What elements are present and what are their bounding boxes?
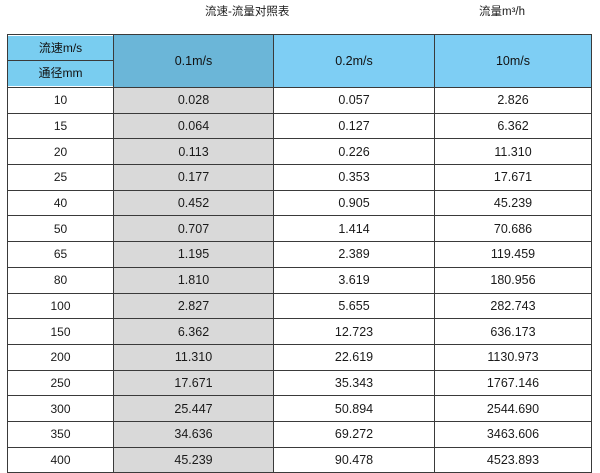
cell-flow-value: 17.671 (434, 164, 592, 191)
corner-header-diameter-label: 通径mm (8, 61, 113, 86)
cell-flow-value: 2544.690 (434, 395, 592, 422)
cell-flow-value: 11.310 (113, 343, 274, 371)
cell-nominal-diameter: 150 (7, 318, 114, 345)
cell-flow-value: 0.452 (113, 189, 274, 217)
cell-nominal-diameter: 40 (7, 189, 114, 217)
caption-row: 流速-流量对照表 流量m³/h (0, 0, 600, 30)
table-row: 25 0.177 0.353 17.671 (7, 164, 592, 191)
cell-flow-value: 2.827 (113, 292, 274, 320)
table-body: 10 0.028 0.057 2.826 15 0.064 0.127 6.362 20 0.11… (7, 87, 592, 473)
cell-nominal-diameter: 200 (7, 343, 114, 371)
table-row: 150 6.362 12.723 636.173 (7, 318, 592, 345)
table-row: 10 0.028 0.057 2.826 (7, 87, 592, 114)
flow-velocity-table: 流速m/s 通径mm 0.1m/s 0.2m/s 10m/s 10 0.028 0.… (7, 34, 592, 473)
cell-flow-value: 0.707 (113, 215, 274, 243)
header-row: 流速m/s 通径mm 0.1m/s 0.2m/s 10m/s (7, 34, 592, 88)
cell-flow-value: 50.894 (273, 395, 435, 422)
column-header-0.1ms: 0.1m/s (113, 34, 274, 88)
cell-flow-value: 2.826 (434, 87, 592, 114)
table-title-caption: 流速-流量对照表 (205, 6, 290, 18)
cell-flow-value: 17.671 (113, 369, 274, 397)
cell-flow-value: 636.173 (434, 318, 592, 345)
cell-flow-value: 1.810 (113, 266, 274, 294)
cell-nominal-diameter: 65 (7, 241, 114, 268)
cell-flow-value: 180.956 (434, 266, 592, 294)
cell-flow-value: 0.177 (113, 164, 274, 191)
cell-flow-value: 69.272 (273, 420, 435, 448)
cell-flow-value: 1.414 (273, 215, 435, 243)
cell-nominal-diameter: 25 (7, 164, 114, 191)
flow-unit-caption: 流量m³/h (479, 6, 525, 18)
cell-flow-value: 45.239 (434, 189, 592, 217)
column-header-10ms: 10m/s (434, 34, 592, 88)
cell-flow-value: 11.310 (434, 138, 592, 166)
cell-flow-value: 4523.893 (434, 446, 592, 473)
table-header: 流速m/s 通径mm 0.1m/s 0.2m/s 10m/s (7, 34, 592, 88)
cell-flow-value: 0.226 (273, 138, 435, 166)
cell-flow-value: 0.353 (273, 164, 435, 191)
cell-flow-value: 70.686 (434, 215, 592, 243)
cell-flow-value: 0.057 (273, 87, 435, 114)
table-row: 65 1.195 2.389 119.459 (7, 241, 592, 268)
table-row: 200 11.310 22.619 1130.973 (7, 343, 592, 371)
cell-flow-value: 22.619 (273, 343, 435, 371)
cell-flow-value: 6.362 (113, 318, 274, 345)
cell-flow-value: 1130.973 (434, 343, 592, 371)
cell-nominal-diameter: 20 (7, 138, 114, 166)
cell-nominal-diameter: 100 (7, 292, 114, 320)
cell-flow-value: 0.113 (113, 138, 274, 166)
table-row: 80 1.810 3.619 180.956 (7, 266, 592, 294)
cell-flow-value: 34.636 (113, 420, 274, 448)
table-row: 40 0.452 0.905 45.239 (7, 189, 592, 217)
table-row: 350 34.636 69.272 3463.606 (7, 420, 592, 448)
cell-flow-value: 119.459 (434, 241, 592, 268)
cell-nominal-diameter: 80 (7, 266, 114, 294)
cell-flow-value: 6.362 (434, 112, 592, 140)
cell-flow-value: 90.478 (273, 446, 435, 473)
cell-nominal-diameter: 250 (7, 369, 114, 397)
cell-flow-value: 5.655 (273, 292, 435, 320)
cell-nominal-diameter: 15 (7, 112, 114, 140)
cell-flow-value: 3.619 (273, 266, 435, 294)
cell-flow-value: 1767.146 (434, 369, 592, 397)
cell-flow-value: 0.127 (273, 112, 435, 140)
cell-nominal-diameter: 400 (7, 446, 114, 473)
corner-header-cell: 流速m/s 通径mm (7, 34, 114, 88)
cell-flow-value: 0.905 (273, 189, 435, 217)
table-row: 50 0.707 1.414 70.686 (7, 215, 592, 243)
cell-nominal-diameter: 10 (7, 87, 114, 114)
corner-header-velocity-label: 流速m/s (8, 36, 113, 61)
cell-flow-value: 0.028 (113, 87, 274, 114)
cell-flow-value: 25.447 (113, 395, 274, 422)
cell-nominal-diameter: 50 (7, 215, 114, 243)
cell-nominal-diameter: 300 (7, 395, 114, 422)
cell-flow-value: 2.389 (273, 241, 435, 268)
cell-flow-value: 282.743 (434, 292, 592, 320)
table-row: 400 45.239 90.478 4523.893 (7, 446, 592, 473)
table-row: 300 25.447 50.894 2544.690 (7, 395, 592, 422)
cell-flow-value: 35.343 (273, 369, 435, 397)
table-row: 100 2.827 5.655 282.743 (7, 292, 592, 320)
table-row: 250 17.671 35.343 1767.146 (7, 369, 592, 397)
table-row: 15 0.064 0.127 6.362 (7, 112, 592, 140)
flow-table-container: 流速m/s 通径mm 0.1m/s 0.2m/s 10m/s 10 0.028 0.… (7, 34, 592, 473)
table-row: 20 0.113 0.226 11.310 (7, 138, 592, 166)
cell-flow-value: 45.239 (113, 446, 274, 473)
cell-nominal-diameter: 350 (7, 420, 114, 448)
cell-flow-value: 3463.606 (434, 420, 592, 448)
column-header-0.2ms: 0.2m/s (273, 34, 435, 88)
cell-flow-value: 1.195 (113, 241, 274, 268)
cell-flow-value: 12.723 (273, 318, 435, 345)
cell-flow-value: 0.064 (113, 112, 274, 140)
